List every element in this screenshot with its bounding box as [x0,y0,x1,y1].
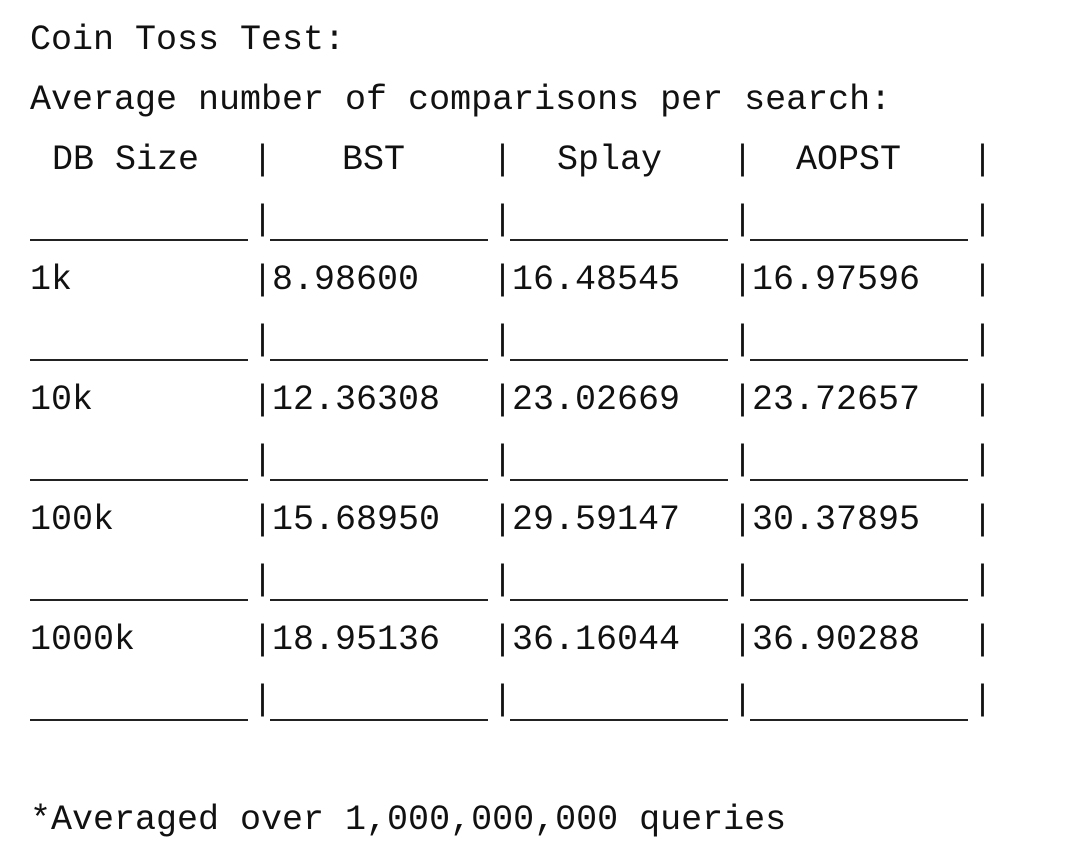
column-separator: | [972,260,994,300]
column-separator: | [732,620,754,660]
column-separator: | [492,320,514,360]
cell-db-size: 1000k [30,620,136,660]
column-separator: | [732,440,754,480]
row-rule [510,359,728,361]
column-separator: | [972,500,994,540]
column-separator: | [492,560,514,600]
row-rule [30,599,248,601]
cell-aopst: 30.37895 [752,500,921,540]
column-separator: | [732,140,754,180]
column-separator: | [732,380,754,420]
cell-bst: 12.36308 [272,380,441,420]
column-separator: | [252,260,274,300]
row-rule [510,239,728,241]
column-separator: | [972,440,994,480]
column-separator: | [732,260,754,300]
cell-splay: 16.48545 [512,260,681,300]
cell-aopst: 36.90288 [752,620,921,660]
column-separator: | [732,500,754,540]
row-rule [270,359,488,361]
cell-db-size: 100k [30,500,115,540]
cell-db-size: 1k [30,260,73,300]
column-separator: | [492,260,514,300]
column-separator: | [972,200,994,240]
column-separator: | [252,620,274,660]
column-separator: | [972,380,994,420]
column-separator: | [492,440,514,480]
column-separator: | [492,200,514,240]
column-separator: | [252,560,274,600]
cell-splay: 36.16044 [512,620,681,660]
row-rule [510,599,728,601]
column-separator: | [972,560,994,600]
column-separator: | [972,620,994,660]
header-splay: Splay [557,140,663,180]
cell-bst: 15.68950 [272,500,441,540]
row-rule [750,359,968,361]
column-separator: | [972,680,994,720]
cell-bst: 18.95136 [272,620,441,660]
row-rule [510,479,728,481]
row-rule [270,719,488,721]
cell-db-size: 10k [30,380,94,420]
column-separator: | [252,500,274,540]
row-rule [750,479,968,481]
row-rule [270,599,488,601]
header-db-size: DB Size [52,140,200,180]
column-separator: | [972,140,994,180]
column-separator: | [252,440,274,480]
row-rule [750,239,968,241]
row-rule [270,479,488,481]
row-rule [30,359,248,361]
table-caption: Average number of comparisons per search… [30,80,892,120]
column-separator: | [732,320,754,360]
cell-aopst: 16.97596 [752,260,921,300]
row-rule [510,719,728,721]
column-separator: | [492,500,514,540]
column-separator: | [252,200,274,240]
header-aopst: AOPST [796,140,902,180]
column-separator: | [732,200,754,240]
column-separator: | [492,140,514,180]
header-bst: BST [342,140,406,180]
cell-splay: 29.59147 [512,500,681,540]
cell-bst: 8.98600 [272,260,420,300]
column-separator: | [252,320,274,360]
column-separator: | [252,680,274,720]
column-separator: | [972,320,994,360]
column-separator: | [492,680,514,720]
column-separator: | [252,140,274,180]
row-rule [30,479,248,481]
cell-splay: 23.02669 [512,380,681,420]
row-rule [750,599,968,601]
column-separator: | [252,380,274,420]
row-rule [30,239,248,241]
column-separator: | [732,560,754,600]
column-separator: | [492,620,514,660]
page-title: Coin Toss Test: [30,20,346,60]
cell-aopst: 23.72657 [752,380,921,420]
row-rule [750,719,968,721]
column-separator: | [492,380,514,420]
row-rule [270,239,488,241]
column-separator: | [732,680,754,720]
footnote: *Averaged over 1,000,000,000 queries [30,800,787,840]
row-rule [30,719,248,721]
